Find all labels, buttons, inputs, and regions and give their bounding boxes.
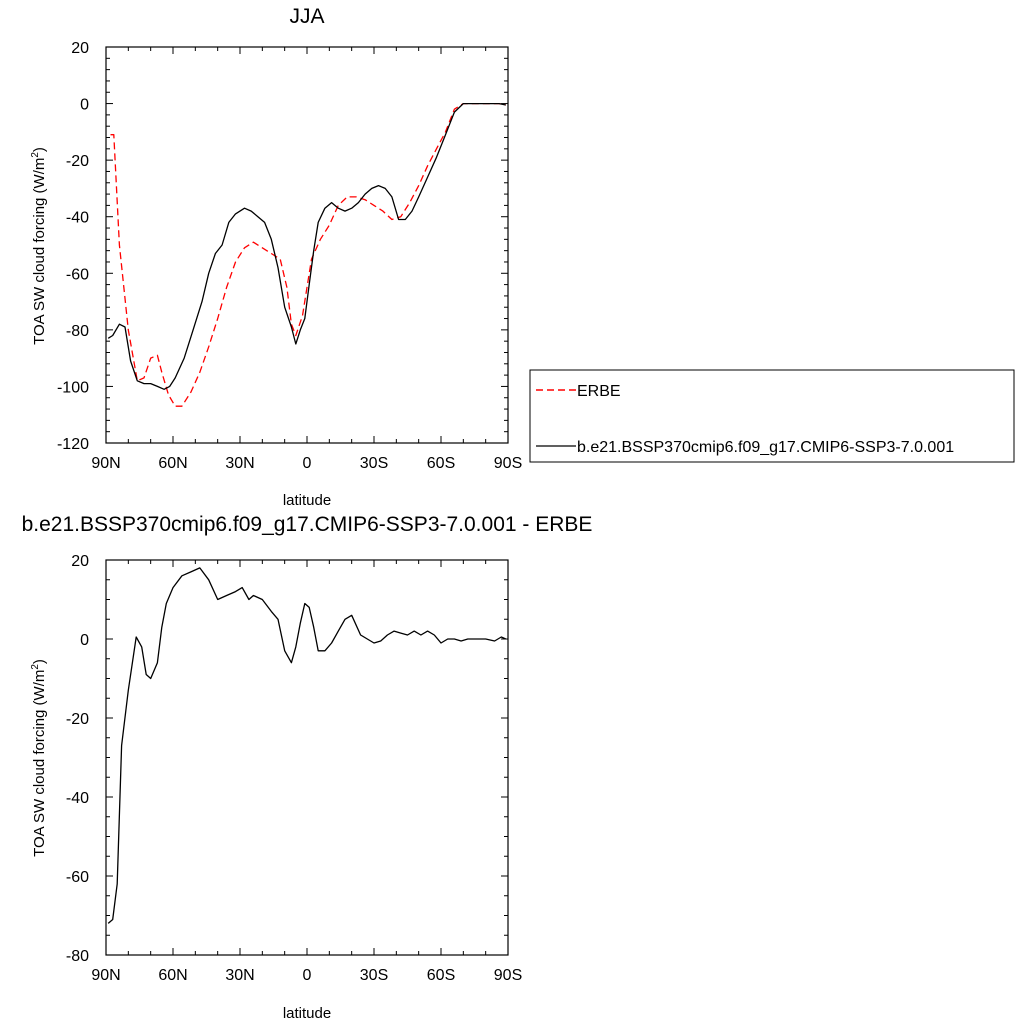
- bottom-chart-xlabel: latitude: [283, 1005, 331, 1022]
- y-tick-label: 0: [80, 632, 89, 649]
- x-tick-label: 30S: [360, 967, 388, 984]
- y-tick-label: -20: [66, 711, 89, 728]
- series-line-1-0: [107, 567, 507, 924]
- top-chart-plot: 90N 60N 30N 0 30S 60S 90S 20 0 -20 -40 -60 -80 -100 -1…: [57, 40, 522, 472]
- x-tick-label: 30N: [225, 455, 254, 472]
- x-tick-label: 0: [303, 967, 312, 984]
- x-tick-label: 90S: [494, 967, 522, 984]
- y-tick-label: -120: [57, 436, 89, 453]
- x-tick-label: 90N: [91, 455, 120, 472]
- top-chart-xlabel: latitude: [283, 492, 331, 509]
- x-tick-label: 60N: [158, 455, 187, 472]
- bottom-chart-ylabel-close: ): [31, 659, 48, 664]
- plot-frame: [105, 559, 509, 956]
- y-tick-label: 20: [71, 40, 89, 57]
- bottom-chart-plot: 90N 60N 30N 0 30S 60S 90S 20 0 -20 -40 -60 -80: [66, 553, 522, 984]
- series-line-0-0: [110, 102, 506, 407]
- y-tick-label: -60: [66, 266, 89, 283]
- x-tick-label: 60S: [427, 967, 455, 984]
- top-chart-ylabel-close: ): [31, 147, 48, 152]
- x-tick-label: 60N: [158, 967, 187, 984]
- legend-box: [529, 369, 1015, 463]
- series-line-0-1: [107, 102, 506, 390]
- top-chart-title: JJA: [289, 5, 324, 28]
- bottom-chart-ylabel-text: TOA SW cloud forcing (W/m: [31, 670, 48, 857]
- legend-label-model: b.e21.BSSP370cmip6.f09_g17.CMIP6-SSP3-7.…: [577, 439, 954, 456]
- x-tick-label: 90N: [91, 967, 120, 984]
- y-tick-label: -20: [66, 153, 89, 170]
- top-chart-legend: ERBE b.e21.BSSP370cmip6.f09_g17.CMIP6-SS…: [529, 369, 1015, 463]
- y-tick-label: 20: [71, 553, 89, 570]
- y-tick-label: -40: [66, 790, 89, 807]
- x-tick-label: 90S: [494, 455, 522, 472]
- y-tick-label: -80: [66, 948, 89, 965]
- bottom-chart-title: b.e21.BSSP370cmip6.f09_g17.CMIP6-SSP3-7.…: [22, 513, 593, 536]
- y-tick-label: -40: [66, 210, 89, 227]
- bottom-chart-ylabel: TOA SW cloud forcing (W/m2): [30, 659, 48, 857]
- top-chart-ylabel-text: TOA SW cloud forcing (W/m: [31, 158, 48, 345]
- x-tick-label: 30S: [360, 455, 388, 472]
- y-tick-label: -100: [57, 379, 89, 396]
- legend-label-erbe: ERBE: [577, 383, 621, 400]
- bottom-chart-ylabel-sup: 2: [30, 664, 41, 670]
- x-tick-label: 60S: [427, 455, 455, 472]
- plot-frame: [105, 46, 509, 444]
- top-chart-ylabel: TOA SW cloud forcing (W/m2): [30, 147, 48, 345]
- y-tick-label: -80: [66, 323, 89, 340]
- x-tick-label: 30N: [225, 967, 254, 984]
- y-tick-label: 0: [80, 97, 89, 114]
- top-chart-ylabel-sup: 2: [30, 152, 41, 158]
- y-tick-label: -60: [66, 869, 89, 886]
- x-tick-label: 0: [303, 455, 312, 472]
